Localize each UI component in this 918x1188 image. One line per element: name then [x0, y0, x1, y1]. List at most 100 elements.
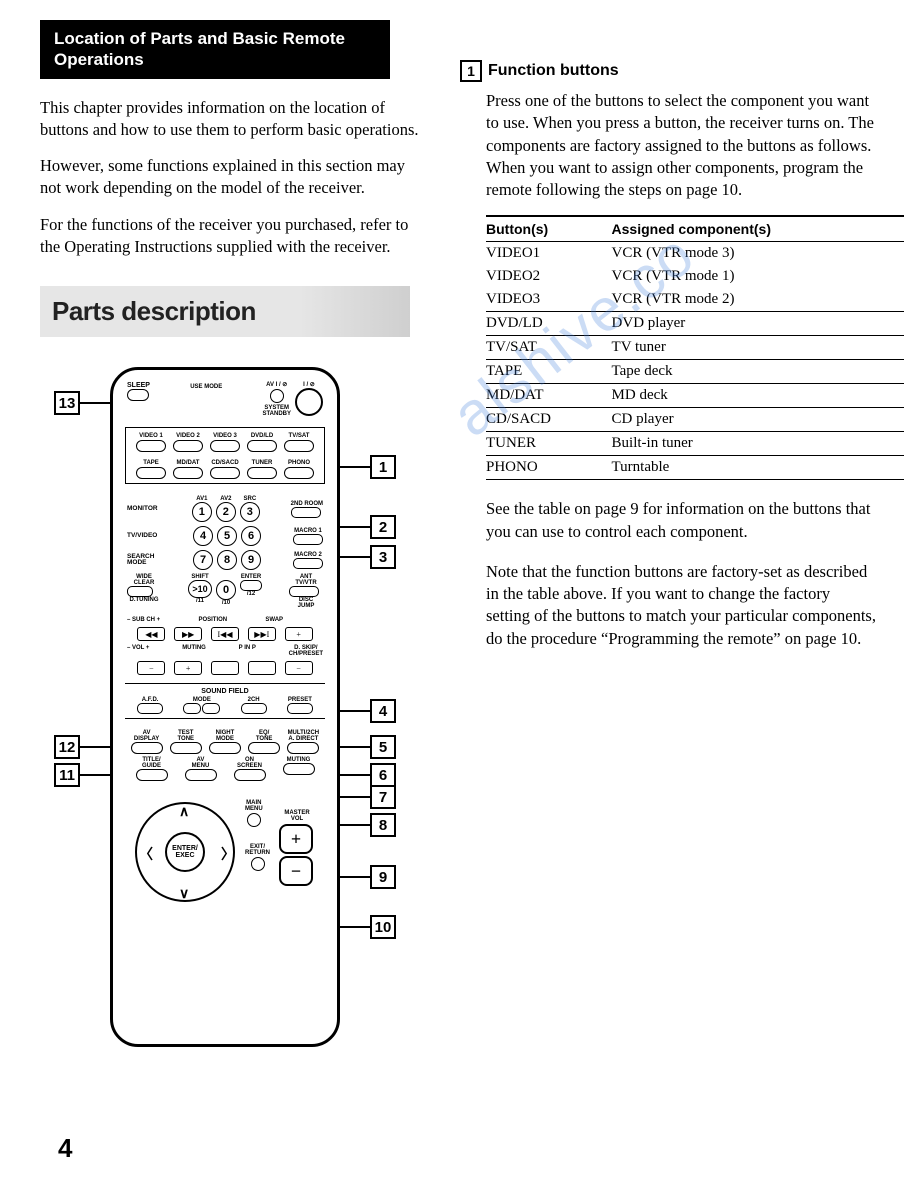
- remote-outline: SLEEP USE MODE AV I / ⊘ SYSTEM STAN: [110, 367, 340, 1047]
- sleep-button: [127, 389, 149, 401]
- section-header: Location of Parts and Basic Remote Opera…: [40, 20, 390, 79]
- muting-label: MUTING: [182, 645, 206, 657]
- func-label: VIDEO 3: [208, 433, 242, 439]
- table-row: MD/DATMD deck: [486, 384, 904, 408]
- preset-button: [287, 703, 313, 714]
- main-menu-button: [247, 813, 261, 827]
- table-cell-assigned: VCR (VTR mode 2): [612, 288, 904, 312]
- func-label: VIDEO 1: [134, 433, 168, 439]
- table-cell-button: TUNER: [486, 432, 612, 456]
- test-tone-button: [170, 742, 202, 754]
- table-row: TUNERBuilt-in tuner: [486, 432, 904, 456]
- func-button: [247, 467, 277, 479]
- av-display-button: [131, 742, 163, 754]
- dtuning-label: D.TUNING: [127, 597, 161, 603]
- afd-button: [137, 703, 163, 714]
- vol-plus: +: [174, 661, 202, 675]
- test-tone-label: TEST TONE: [170, 730, 202, 742]
- title-guide-label: TITLE/ GUIDE: [136, 757, 168, 769]
- func-label: TAPE: [134, 460, 168, 466]
- swap-label: SWAP: [265, 617, 283, 623]
- heading-number-box: 1: [460, 60, 482, 82]
- search-mode-label: SEARCH MODE: [127, 554, 161, 567]
- table-cell-button: DVD/LD: [486, 312, 612, 336]
- dskip-label: D. SKIP/ CH/PRESET: [289, 645, 323, 657]
- func-button: [284, 440, 314, 452]
- slash12-label: /12: [240, 591, 262, 597]
- table-cell-button: TAPE: [486, 360, 612, 384]
- func-button: [284, 467, 314, 479]
- enter-exec-button: ENTER/ EXEC: [165, 832, 205, 872]
- page-number: 4: [58, 1133, 72, 1164]
- callout-10: 10: [370, 915, 396, 939]
- num-8: 8: [217, 550, 237, 570]
- left-column: Location of Parts and Basic Remote Opera…: [40, 20, 420, 1067]
- func-label: CD/SACD: [208, 460, 242, 466]
- vol-minus: −: [137, 661, 165, 675]
- mode-minus: [183, 703, 201, 714]
- callout-13: 13: [54, 391, 80, 415]
- callout-4: 4: [370, 699, 396, 723]
- macro2-label: MACRO 2: [293, 552, 323, 558]
- monitor-label: MONITOR: [127, 506, 161, 513]
- down-arrow: ∨: [179, 886, 189, 903]
- subch-label: – SUB CH +: [127, 617, 160, 623]
- func-button: [210, 440, 240, 452]
- exit-return-button: [251, 857, 265, 871]
- table-cell-button: VIDEO3: [486, 288, 612, 312]
- exit-return-label: EXIT/ RETURN: [245, 844, 270, 856]
- power-label: I / ⊘: [295, 382, 323, 388]
- callout-8: 8: [370, 813, 396, 837]
- callout-3: 3: [370, 545, 396, 569]
- left-arrow: 〈: [139, 844, 153, 864]
- callout-7: 7: [370, 785, 396, 809]
- right-arrow: 〉: [221, 844, 235, 864]
- func-button: [247, 440, 277, 452]
- slash11-label: /11: [188, 598, 212, 604]
- enter-exec-label: ENTER/ EXEC: [167, 845, 203, 859]
- heading-title: Function buttons: [488, 62, 619, 80]
- callout-2: 2: [370, 515, 396, 539]
- macro1-button: [293, 534, 323, 545]
- disc-button: [289, 586, 319, 597]
- parts-description-heading: Parts description: [40, 286, 410, 337]
- num-5: 5: [217, 526, 237, 546]
- after-table-p1: See the table on page 9 for information …: [460, 498, 878, 543]
- num-9: 9: [241, 550, 261, 570]
- night-mode-label: NIGHT MODE: [209, 730, 241, 742]
- table-row: TAPETape deck: [486, 360, 904, 384]
- macro1-label: MACRO 1: [293, 528, 323, 534]
- num-0: 0: [216, 580, 236, 600]
- table-cell-button: VIDEO1: [486, 242, 612, 266]
- table-row: VIDEO3VCR (VTR mode 2): [486, 288, 904, 312]
- table-header-assigned: Assigned component(s): [612, 216, 904, 242]
- num-1: 1: [192, 502, 212, 522]
- multi-button: [287, 742, 319, 754]
- on-screen-label: ON SCREEN: [234, 757, 266, 769]
- rev-button: ◀◀: [137, 627, 165, 641]
- up-arrow: ∧: [179, 804, 189, 821]
- table-cell-button: MD/DAT: [486, 384, 612, 408]
- table-row: TV/SATTV tuner: [486, 336, 904, 360]
- table-cell-assigned: DVD player: [612, 312, 904, 336]
- table-row: DVD/LDDVD player: [486, 312, 904, 336]
- table-cell-assigned: Turntable: [612, 456, 904, 480]
- second-room-label: 2ND ROOM: [291, 501, 323, 507]
- av-menu-label: AV MENU: [185, 757, 217, 769]
- num-3: 3: [240, 502, 260, 522]
- muting2-label: MUTING: [283, 757, 315, 763]
- table-cell-assigned: MD deck: [612, 384, 904, 408]
- num-4: 4: [193, 526, 213, 546]
- func-label: DVD/LD: [245, 433, 279, 439]
- func-label: MD/DAT: [171, 460, 205, 466]
- pinp-button: [248, 661, 276, 675]
- func-label: TV/SAT: [282, 433, 316, 439]
- muting-button: [211, 661, 239, 675]
- table-cell-assigned: VCR (VTR mode 3): [612, 242, 904, 266]
- callout-11: 11: [54, 763, 80, 787]
- eq-tone-button: [248, 742, 280, 754]
- callout-12: 12: [54, 735, 80, 759]
- title-guide-button: [136, 769, 168, 781]
- enter-label: ENTER: [240, 574, 262, 580]
- intro-paragraph-1: This chapter provides information on the…: [40, 97, 420, 142]
